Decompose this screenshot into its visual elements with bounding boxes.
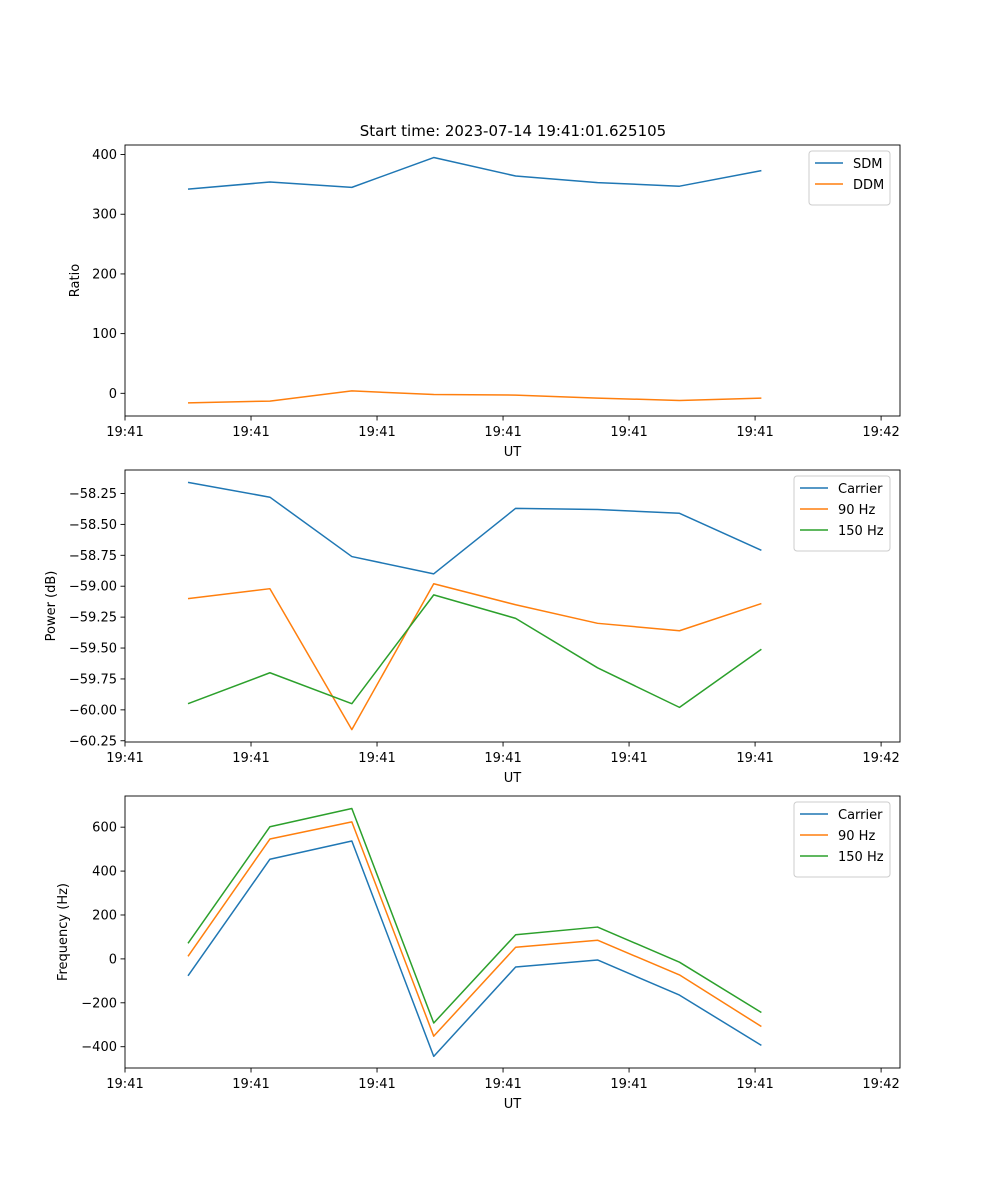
axes-frame xyxy=(124,144,901,417)
y-tick-label: 0 xyxy=(109,952,117,967)
y-tick-label: 400 xyxy=(92,148,117,163)
y-tick-label: −59.75 xyxy=(69,672,117,687)
x-axis-label: UT xyxy=(504,1097,522,1112)
y-tick-label: 100 xyxy=(92,327,117,342)
legend-label: SDM xyxy=(853,157,882,172)
series-line-150-hz xyxy=(187,594,762,709)
legend-label: 90 Hz xyxy=(838,829,875,844)
y-axis-label: Power (dB) xyxy=(44,571,59,642)
x-tick-label: 19:41 xyxy=(106,425,143,440)
y-tick-label: −60.25 xyxy=(69,734,117,749)
y-tick-label: −58.25 xyxy=(69,487,117,502)
x-axis-label: UT xyxy=(504,445,522,460)
series-line-90-hz xyxy=(187,583,762,731)
x-tick-label: 19:41 xyxy=(736,425,773,440)
x-axis-label: UT xyxy=(504,771,522,786)
x-tick-label: 19:41 xyxy=(610,425,647,440)
legend-box xyxy=(793,475,891,552)
x-tick-label: 19:41 xyxy=(610,1077,647,1092)
series-line-150-hz xyxy=(187,807,762,1024)
legend-box xyxy=(808,150,891,206)
y-tick-label: −59.50 xyxy=(69,642,117,657)
chart-panel-3: 19:41 19:41 19:41 19:41 19:41 19:41 19:42 −400 −… xyxy=(56,795,901,1112)
legend-box xyxy=(793,801,891,878)
y-tick-label: −59.00 xyxy=(69,580,117,595)
x-tick-label: 19:41 xyxy=(358,1077,395,1092)
x-tick-label: 19:41 xyxy=(736,1077,773,1092)
x-tick-label: 19:42 xyxy=(862,1077,899,1092)
y-tick-label: −200 xyxy=(81,996,117,1011)
legend-label: Carrier xyxy=(838,808,883,823)
figure-title: Start time: 2023-07-14 19:41:01.625105 xyxy=(360,122,666,140)
y-tick-label: −58.50 xyxy=(69,518,117,533)
legend: Carrier 90 Hz 150 Hz xyxy=(793,801,891,878)
x-tick-label: 19:41 xyxy=(106,751,143,766)
legend-label: 90 Hz xyxy=(838,503,875,518)
y-axis-label: Frequency (Hz) xyxy=(56,883,71,981)
y-tick-label: −59.25 xyxy=(69,611,117,626)
x-tick-label: 19:41 xyxy=(610,751,647,766)
legend-label: Carrier xyxy=(838,482,883,497)
x-tick-label: 19:42 xyxy=(862,425,899,440)
series-line-carrier xyxy=(187,481,762,575)
x-tick-label: 19:41 xyxy=(484,425,521,440)
series-line-ddm xyxy=(187,390,762,404)
chart-panel-1: 19:41 19:41 19:41 19:41 19:41 19:41 19:42 0 100 2… xyxy=(68,144,901,460)
axes-frame xyxy=(124,469,901,743)
y-tick-label: 600 xyxy=(92,821,117,836)
x-tick-label: 19:41 xyxy=(106,1077,143,1092)
x-tick-label: 19:41 xyxy=(358,751,395,766)
y-axis-label: Ratio xyxy=(68,264,83,297)
x-tick-label: 19:41 xyxy=(232,425,269,440)
x-tick-label: 19:41 xyxy=(736,751,773,766)
series-line-90-hz xyxy=(187,821,762,1037)
legend: SDM DDM xyxy=(808,150,891,206)
x-tick-label: 19:41 xyxy=(484,1077,521,1092)
y-tick-label: −60.00 xyxy=(69,703,117,718)
chart-panel-2: 19:41 19:41 19:41 19:41 19:41 19:41 19:42 −60.2… xyxy=(44,469,901,786)
y-tick-label: −400 xyxy=(81,1040,117,1055)
y-tick-label: 0 xyxy=(109,387,117,402)
x-tick-label: 19:41 xyxy=(358,425,395,440)
y-tick-label: 200 xyxy=(92,908,117,923)
x-tick-label: 19:41 xyxy=(232,1077,269,1092)
y-tick-label: 300 xyxy=(92,208,117,223)
y-tick-label: 200 xyxy=(92,267,117,282)
axes-frame xyxy=(124,795,901,1069)
x-tick-label: 19:41 xyxy=(484,751,521,766)
x-tick-label: 19:41 xyxy=(232,751,269,766)
legend-label: 150 Hz xyxy=(838,850,884,865)
legend-label: 150 Hz xyxy=(838,524,884,539)
legend: Carrier 90 Hz 150 Hz xyxy=(793,475,891,552)
y-tick-label: −58.75 xyxy=(69,549,117,564)
series-line-sdm xyxy=(187,156,762,190)
series-line-carrier xyxy=(187,840,762,1058)
x-tick-label: 19:42 xyxy=(862,751,899,766)
y-tick-label: 400 xyxy=(92,865,117,880)
legend-label: DDM xyxy=(853,178,884,193)
